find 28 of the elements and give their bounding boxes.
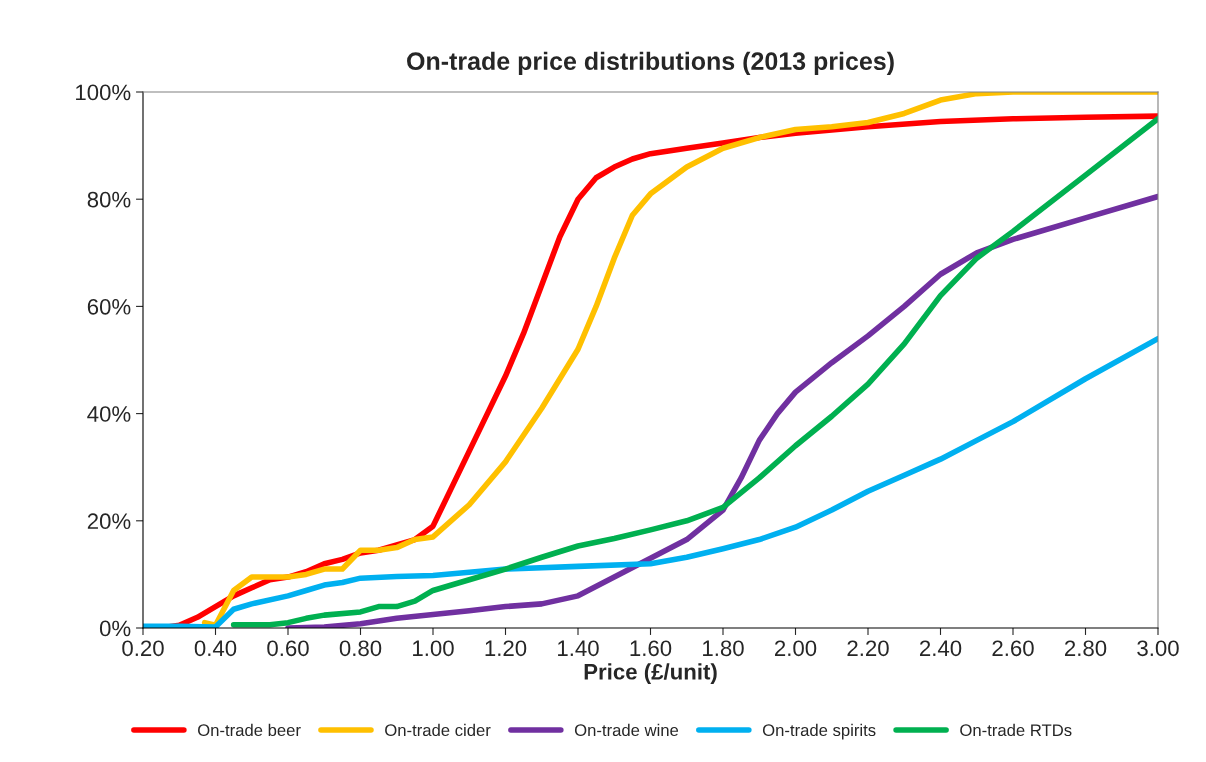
x-tick-label: 0.40 xyxy=(194,640,237,657)
x-tick-label: 0.20 xyxy=(122,640,164,657)
x-tick-label: 2.80 xyxy=(1064,640,1107,657)
x-tick-label: 0.80 xyxy=(339,640,382,657)
y-tick-label: 0% xyxy=(99,620,131,637)
x-tick-label: 2.40 xyxy=(919,640,962,657)
legend-label: On-trade spirits xyxy=(762,723,876,740)
chart-title: On-trade price distributions (2013 prices) xyxy=(407,51,894,75)
y-tick-label: 20% xyxy=(87,513,131,530)
x-tick-label: 0.60 xyxy=(267,640,309,657)
x-tick-label: 1.60 xyxy=(630,640,672,657)
legend-label: On-trade cider xyxy=(385,723,491,737)
x-tick-label: 1.80 xyxy=(703,640,744,657)
y-tick-label: 60% xyxy=(87,298,131,315)
x-tick-label: 1.40 xyxy=(558,640,599,657)
y-tick-label: 100% xyxy=(76,84,131,101)
legend-label: On-trade wine xyxy=(574,723,679,737)
legend-label: On-trade beer xyxy=(198,723,301,737)
x-axis-title: Price (£/unit) xyxy=(584,663,717,685)
y-tick-label: 80% xyxy=(87,191,131,208)
legend-label: On-trade RTDs xyxy=(960,723,1072,737)
y-tick-label: 40% xyxy=(87,406,131,422)
x-tick-label: 2.20 xyxy=(847,640,889,657)
x-tick-label: 2.00 xyxy=(774,640,817,657)
x-tick-label: 2.60 xyxy=(992,640,1034,657)
x-tick-label: 1.20 xyxy=(485,640,527,657)
x-tick-label: 3.00 xyxy=(1137,640,1179,657)
x-tick-label: 1.00 xyxy=(413,640,454,657)
